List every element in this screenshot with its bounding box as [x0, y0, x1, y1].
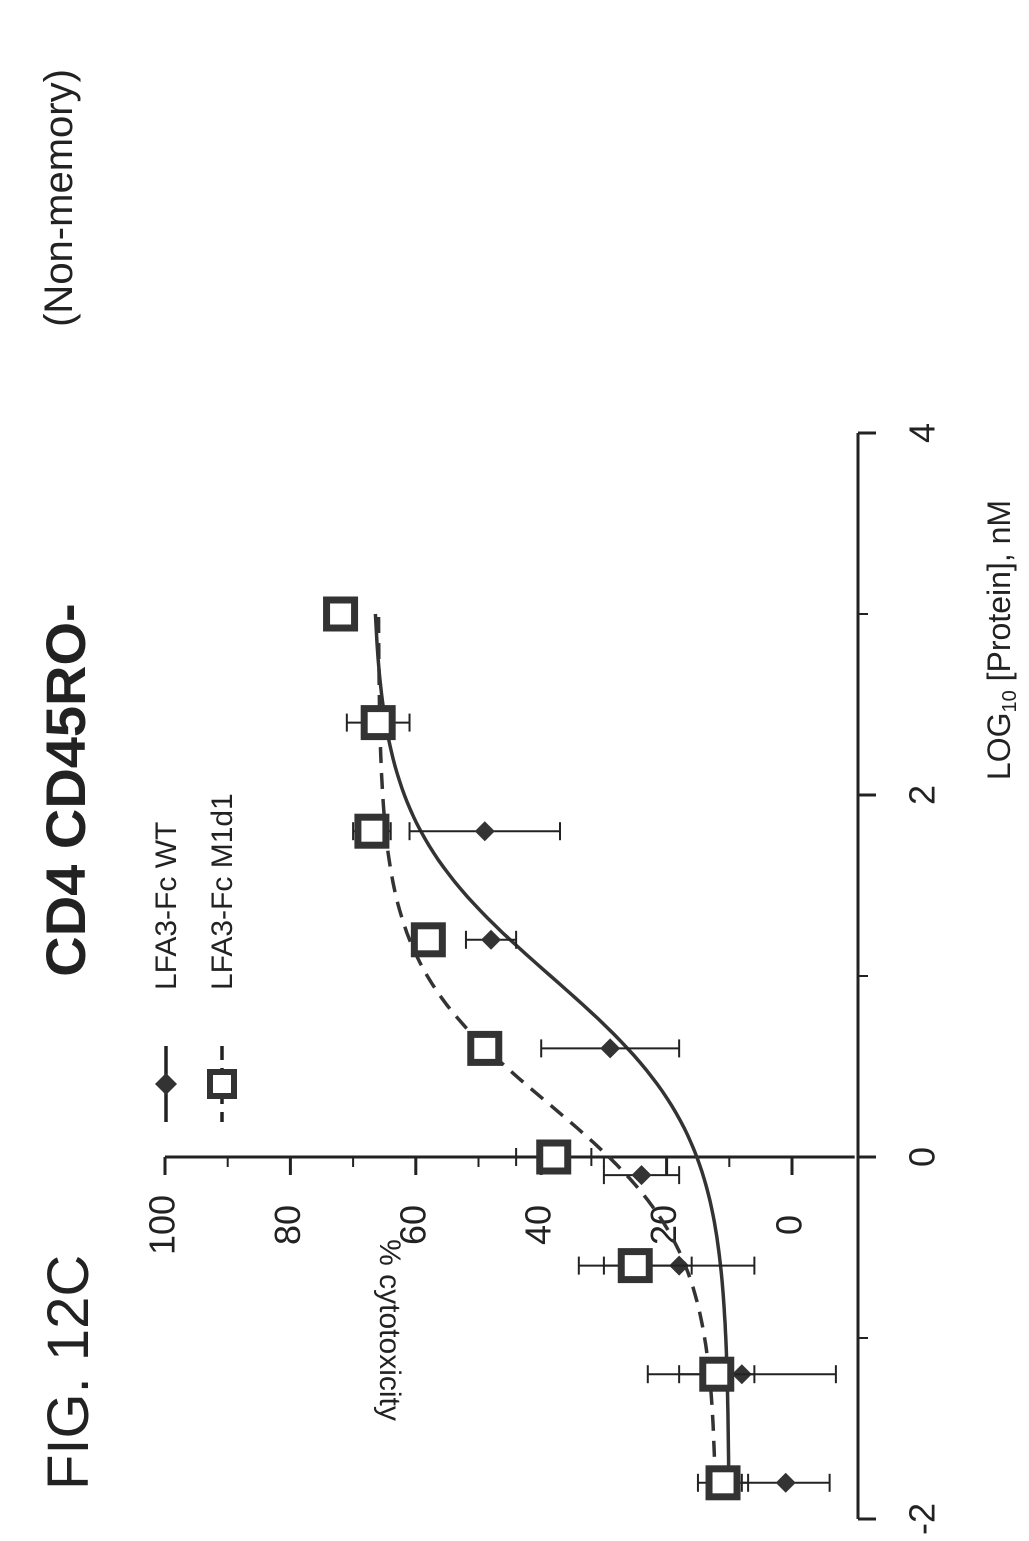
figure-label: FIG. 12C	[36, 1255, 101, 1490]
x-tick-label: -2	[902, 1503, 943, 1535]
x-axis-label: LOG10 [Protein], nM	[981, 500, 1021, 780]
x-tick-label: 2	[902, 785, 943, 805]
data-point-diamond	[775, 1472, 796, 1493]
y-tick-label: 40	[518, 1205, 559, 1245]
chart-title: CD4 CD45RO-	[34, 603, 97, 976]
y-tick-label: 100	[142, 1195, 183, 1255]
chart-subtitle: (Non-memory)	[37, 69, 81, 327]
legend-diamond	[155, 1073, 177, 1095]
x-tick-label: 4	[902, 423, 943, 443]
plot-area	[323, 596, 837, 1501]
data-point-square	[354, 813, 390, 849]
fit-curve	[376, 613, 717, 1483]
y-axis-label: % cytotoxicity	[373, 1239, 406, 1421]
data-point-square	[323, 596, 359, 632]
legend: LFA3-Fc WT LFA3-Fc M1d1	[150, 793, 239, 1122]
data-point-square	[617, 1248, 653, 1284]
data-point-diamond	[631, 1165, 652, 1186]
x-tick-label: 0	[902, 1147, 943, 1167]
data-point-diamond	[474, 821, 495, 842]
y-tick-label: 0	[769, 1215, 810, 1235]
legend-square	[207, 1069, 237, 1099]
data-point-diamond	[481, 929, 502, 950]
legend-label: LFA3-Fc WT	[150, 822, 183, 990]
x-axis-label-main: LOG	[981, 712, 1017, 780]
y-tick-label: 80	[267, 1205, 308, 1245]
data-point-square	[705, 1465, 741, 1501]
data-point-square	[410, 922, 446, 958]
data-point-square	[360, 705, 396, 741]
data-point-square	[536, 1139, 572, 1175]
legend-label: LFA3-Fc M1d1	[206, 793, 239, 990]
data-point-square	[699, 1356, 735, 1392]
data-point-square	[467, 1030, 503, 1066]
x-axis-label-sub: 10	[999, 690, 1021, 712]
x-axis-label-rest: [Protein], nM	[981, 500, 1017, 690]
data-point-diamond	[600, 1038, 621, 1059]
y-tick-label: 60	[392, 1205, 433, 1245]
